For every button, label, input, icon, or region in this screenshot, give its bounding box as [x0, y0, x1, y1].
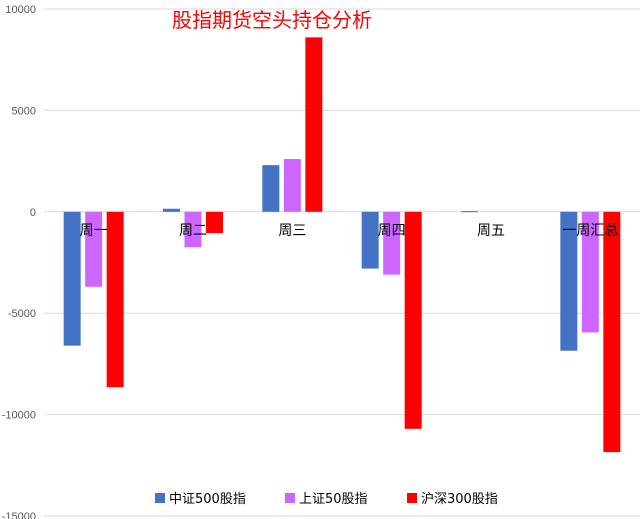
legend-label: 上证50股指	[299, 492, 368, 507]
category-label: 周五	[477, 223, 505, 239]
bar	[163, 208, 180, 212]
legend-label: 中证500股指	[169, 492, 246, 507]
category-labels: 周一 周二 周三 周四 周五 一周汇总	[80, 223, 619, 239]
bar	[262, 165, 280, 212]
bar	[361, 211, 379, 269]
bar	[283, 159, 301, 212]
category-label: 周三	[278, 223, 306, 239]
legend-swatch	[407, 493, 417, 503]
bar	[184, 211, 202, 248]
bar	[206, 211, 223, 234]
bar	[581, 211, 599, 333]
legend-item: 中证500股指	[155, 492, 246, 507]
legend-item: 上证50股指	[285, 492, 368, 507]
y-tick-label: -5000	[8, 308, 36, 320]
chart-title: 股指期货空头持仓分析	[172, 8, 372, 32]
bar	[305, 37, 323, 212]
bar	[404, 211, 422, 429]
bar	[63, 211, 81, 346]
legend-swatch	[155, 493, 165, 503]
category-label: 周二	[179, 223, 207, 239]
category-label: 一周汇总	[562, 223, 618, 239]
category-label: 周四	[378, 223, 406, 239]
bar	[461, 211, 478, 213]
legend-swatch	[285, 493, 295, 503]
y-tick-label: 5000	[12, 105, 36, 117]
bar	[106, 211, 124, 388]
y-axis-ticks: 10000 5000 0 -5000 -10000 -15000	[2, 4, 36, 519]
y-tick-label: -15000	[2, 511, 36, 519]
y-tick-label: 10000	[5, 4, 36, 16]
y-tick-label: -10000	[2, 410, 36, 422]
bars	[63, 37, 621, 453]
bar	[560, 211, 578, 351]
bar	[603, 211, 621, 453]
category-label: 周一	[80, 223, 108, 239]
bar	[383, 211, 401, 275]
legend-item: 沪深300股指	[407, 491, 498, 507]
y-tick-label: 0	[30, 207, 36, 219]
bar	[85, 211, 103, 287]
legend-label: 沪深300股指	[421, 491, 498, 507]
grid-layer	[44, 8, 640, 517]
legend: 中证500股指 上证50股指 沪深300股指	[155, 491, 498, 507]
